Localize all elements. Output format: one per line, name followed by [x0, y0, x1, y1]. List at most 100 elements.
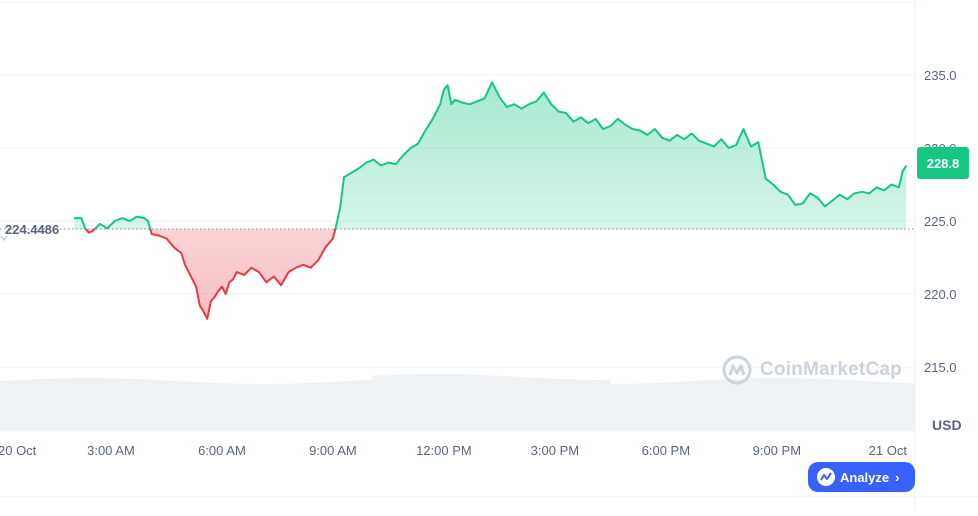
volume-bar [646, 383, 654, 431]
volume-bar [512, 376, 519, 431]
volume-bar [402, 374, 410, 431]
volume-bar [524, 377, 532, 431]
coinmarketcap-logo-icon [722, 355, 752, 385]
x-tick-label: 9:00 PM [753, 443, 801, 458]
volume-bar [756, 378, 763, 431]
volume-bar [359, 380, 367, 431]
volume-bar [329, 381, 336, 431]
volume-bar [908, 383, 916, 431]
volume-bar [97, 378, 105, 431]
volume-bar [628, 383, 635, 431]
volume-bar [122, 378, 129, 431]
volume-bar [506, 376, 513, 431]
volume-bar [18, 380, 25, 431]
volume-bar [262, 383, 269, 431]
volume-bar [6, 380, 13, 431]
volume-bar [414, 374, 422, 431]
volume-bar [610, 383, 617, 431]
volume-bar [54, 378, 62, 431]
volume-bar [689, 381, 696, 431]
volume-bar [408, 374, 416, 431]
volume-bar [195, 382, 202, 431]
volume-bar [573, 379, 580, 431]
volume-bar [335, 381, 343, 431]
volume-bar [109, 378, 117, 431]
price-line [74, 81, 908, 320]
price-line-down [84, 229, 337, 320]
x-tick-label: 12:00 PM [416, 443, 472, 458]
volume-bar [664, 382, 672, 431]
volume-bar [115, 378, 123, 431]
volume-bar [786, 378, 794, 431]
volume-bar [128, 378, 135, 431]
y-tick-label: 225.0 [924, 214, 957, 229]
volume-bar [134, 379, 141, 431]
volume-bar [829, 379, 837, 431]
y-tick-label: 220.0 [924, 287, 957, 302]
volume-bar [902, 383, 910, 431]
volume-bar [719, 379, 727, 431]
volume-bar [384, 375, 391, 431]
volume-bar [518, 377, 526, 431]
volume-bar [494, 375, 501, 431]
volume-bar [12, 380, 19, 431]
area-below-baseline [74, 229, 907, 319]
volume-bar [854, 380, 861, 431]
volume-bar [244, 383, 251, 431]
volume-bar [274, 383, 282, 431]
analyze-button[interactable]: Analyze › [808, 462, 915, 492]
volume-bar [286, 383, 294, 431]
volume-bar [671, 382, 678, 431]
volume-bar [91, 378, 99, 431]
volume-bar [61, 378, 68, 431]
chevron-right-icon: › [895, 469, 900, 485]
volume-bar [475, 374, 483, 431]
volume-bar [542, 378, 550, 431]
volume-bar [768, 378, 776, 431]
volume-bar [732, 378, 739, 431]
volume-bar [164, 380, 172, 431]
volume-bar [237, 383, 245, 431]
volume-bar [707, 380, 715, 431]
volume-bar [579, 379, 587, 431]
volume-bar [183, 381, 190, 431]
volume-bar [658, 382, 666, 431]
volume-bar [353, 380, 361, 431]
volume-bar [597, 379, 605, 431]
watermark: CoinMarketCap [722, 355, 902, 385]
x-tick-label: 20 Oct [0, 443, 37, 458]
baseline-label: 224.4486 [5, 222, 60, 237]
last-price-badge: 228.8 [917, 147, 969, 179]
volume-bar [36, 379, 44, 431]
volume-bar [488, 375, 495, 431]
volume-bar [347, 380, 355, 431]
volume-bar [85, 378, 92, 431]
volume-bar [280, 383, 288, 431]
volume-bar [884, 382, 892, 431]
volume-bar [677, 381, 684, 431]
volume-bar [378, 375, 385, 431]
volume-bar [201, 382, 208, 431]
volume-bar [591, 379, 599, 431]
volume-bar [713, 379, 721, 431]
volume-bar [213, 383, 221, 431]
volume-bar [555, 378, 562, 431]
volume-bar [860, 380, 867, 431]
volume-bar [207, 382, 214, 431]
volume-bar [451, 374, 458, 431]
volume-bar [780, 378, 788, 431]
volume-bar [152, 379, 160, 431]
volume-bar [530, 377, 538, 431]
volume-bar [42, 378, 50, 431]
volume-bar [396, 374, 404, 431]
volume-bar [683, 381, 690, 431]
volume-bar [823, 379, 831, 431]
watermark-text: CoinMarketCap [760, 359, 902, 380]
volume-bar [30, 379, 38, 431]
volume-bar [372, 375, 379, 431]
volume-bar [640, 383, 648, 431]
volume-bar [835, 379, 843, 431]
